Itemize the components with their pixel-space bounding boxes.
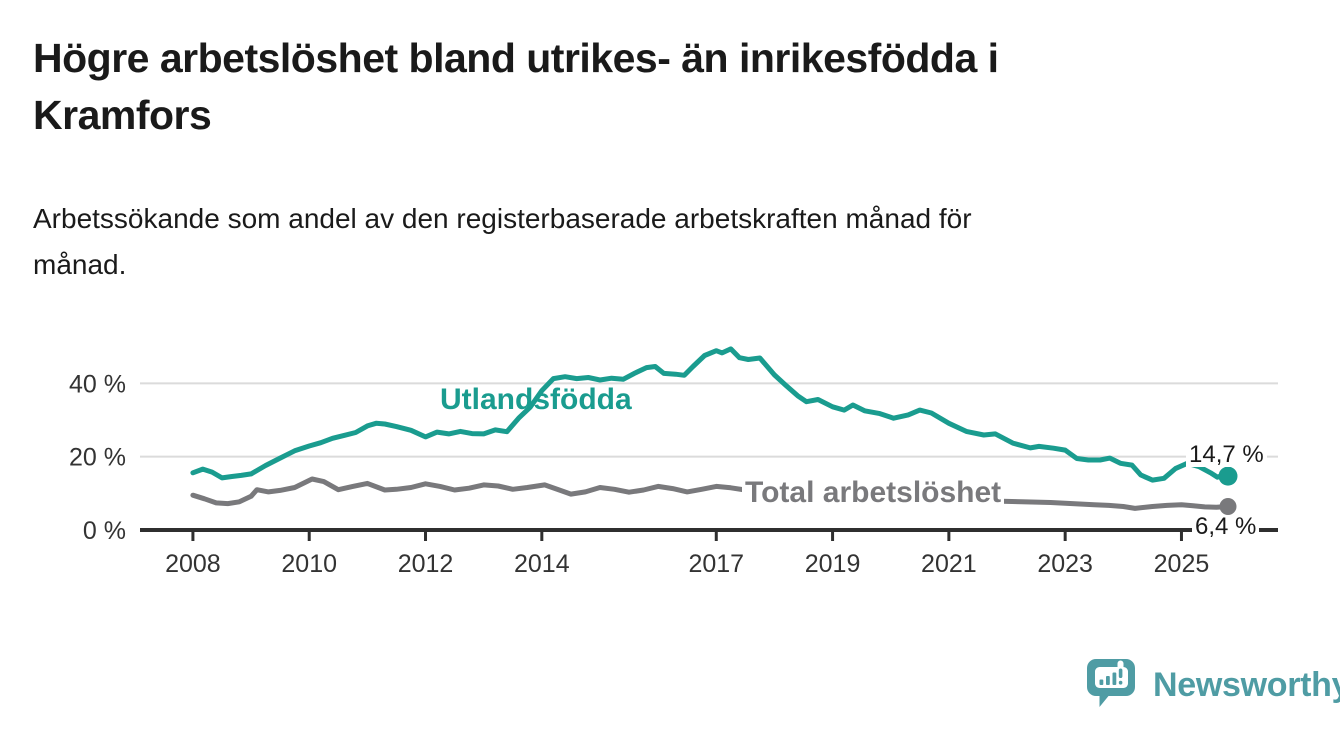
y-tick-label-20: 20 % [69, 444, 126, 472]
x-tick-label-2008: 2008 [165, 550, 221, 578]
exclamation-dot [1118, 680, 1123, 685]
end-value-label-utlandsfodda: 14,7 % [1186, 443, 1267, 467]
y-tick-label-0: 0 % [83, 517, 126, 545]
bar-2 [1106, 676, 1110, 685]
subtitle-line-2: månad. [33, 249, 127, 280]
subtitle-line-1: Arbetssökande som andel av den registerb… [33, 203, 972, 234]
x-tick-label-2017: 2017 [688, 550, 744, 578]
exclamation-stem [1118, 668, 1123, 678]
series-line-total [190, 476, 1231, 511]
newsworthy-bubble-icon [1087, 659, 1135, 707]
y-tick-label-40: 40 % [69, 370, 126, 398]
newsworthy-wordmark: Newsworthy [1153, 665, 1340, 704]
series-label-total-arbetsloshet: Total arbetslöshet [742, 476, 1005, 510]
chart-subtitle: Arbetssökande som andel av den registerb… [33, 196, 1273, 288]
page-title: Högre arbetslöshet bland utrikes- än inr… [33, 30, 1313, 144]
x-tick-label-2023: 2023 [1037, 550, 1093, 578]
title-line-1: Högre arbetslöshet bland utrikes- än inr… [33, 35, 999, 81]
bubble-card [1095, 667, 1128, 688]
x-tick-label-2014: 2014 [514, 550, 570, 578]
bar-3 [1112, 672, 1117, 685]
end-value-label-total: 6,4 % [1192, 515, 1260, 539]
x-tick-label-2010: 2010 [281, 550, 337, 578]
title-line-2: Kramfors [33, 92, 212, 138]
series-label-utlandsfodda: Utlandsfödda [440, 383, 632, 416]
x-tick-label-2025: 2025 [1154, 550, 1210, 578]
series-end-dot-utlandsfodda [1218, 466, 1238, 486]
x-tick-label-2021: 2021 [921, 550, 977, 578]
x-tick-label-2012: 2012 [398, 550, 454, 578]
newsworthy-logo: Newsworthy [1086, 658, 1340, 712]
series-end-dot-total [1219, 498, 1237, 516]
x-tick-label-2019: 2019 [805, 550, 861, 578]
exclamation-cap [1117, 660, 1124, 670]
bar-1 [1099, 679, 1104, 685]
series-line-utlandsfodda [190, 346, 1231, 483]
